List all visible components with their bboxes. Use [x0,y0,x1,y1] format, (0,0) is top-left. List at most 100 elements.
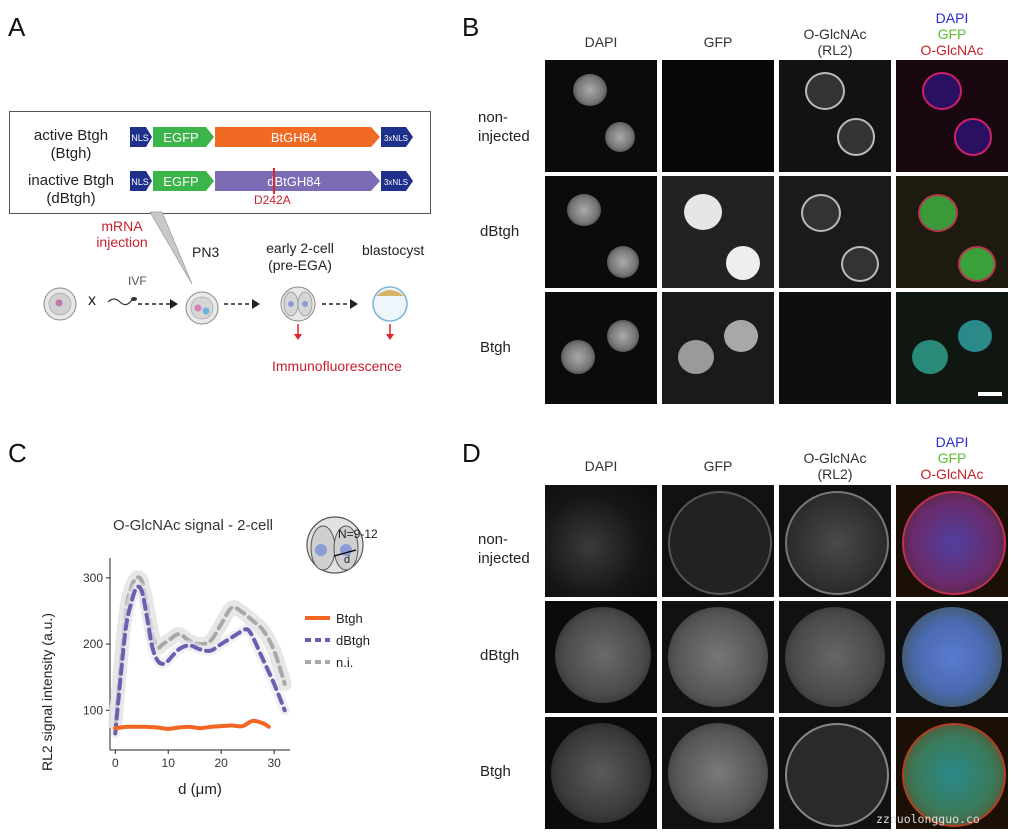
d-image-btgh-gfp [662,717,774,829]
series-line-btgh [113,718,271,731]
nls-left-arrow-2 [130,171,152,191]
b-col-gfp-text: GFP [703,34,733,50]
inset-two-cell-icon [306,516,364,574]
injection-line2: injection [96,234,148,250]
egfp-text: EGFP [163,130,198,145]
enzyme-active-arrow [215,127,380,147]
construct-inactive-diagram: NLS EGFP dBtGH84 3xNLS [130,168,413,194]
oocyte-icon [43,287,77,321]
chart-y-tick-label: 300 [83,571,103,585]
b-row-noninjected-line2: injected [478,128,530,145]
chart-inset-label: d [344,554,350,566]
construct-active-name: active Btgh (Btgh) [16,127,126,163]
d-image-btgh-oglcnac [779,717,891,829]
chart-annotation: N=9-12 [338,527,378,541]
d-image-dbtgh-oglcnac [779,601,891,713]
legend-label: n.i. [336,655,353,670]
watermark: zznuolongguo.co [876,812,980,826]
chart-x-tick-label: 20 [214,756,228,770]
b-col-oglcnac: O-GlcNAc (RL2) [779,26,891,58]
blastocyst-icon [372,286,408,322]
b-image-btgh-merge [896,292,1008,404]
d-merge-oglcnac: O-GlcNAc [920,466,984,482]
chart-xlabel: d (μm) [178,781,222,798]
b-merge-oglcnac: O-GlcNAc [920,42,984,58]
chart-c: O-GlcNAc signal - 2-cell RL2 signal inte… [39,516,378,798]
injection-needle [149,211,193,285]
nls-left-text: NLS [131,133,149,143]
early-2cell-label: early 2-cell (pre-EGA) [250,240,350,274]
d-row-btgh: Btgh [480,763,511,780]
chart-ylabel: RL2 signal intensity (a.u.) [39,613,55,771]
early-line1: early 2-cell [266,240,334,256]
d-col-dapi-text: DAPI [584,458,618,474]
chart-title: O-GlcNAc signal - 2-cell [113,517,273,534]
b-scale-bar [978,392,1002,396]
zygote-icon [185,291,219,325]
legend-label: dBtgh [336,633,370,648]
b-merge-dapi: DAPI [935,10,969,26]
d-image-noninjected-dapi [545,485,657,597]
d-merge-gfp: GFP [937,450,967,466]
b-image-noninjected-oglcnac [779,60,891,172]
arrow-2cell-icon [224,299,260,309]
b-image-dbtgh-merge [896,176,1008,288]
d-merge-dapi: DAPI [935,434,969,450]
chart-y-tick-label: 100 [83,703,103,717]
nls-right-text-2: 3xNLS [384,178,408,187]
b-image-btgh-dapi [545,292,657,404]
injection-label: mRNA injection [82,218,162,250]
pn3-label: PN3 [192,244,220,260]
d-image-noninjected-oglcnac [779,485,891,597]
nls-left-text-2: NLS [131,177,149,187]
immunofluorescence-label: Immunofluorescence [272,358,402,374]
b-row-dbtgh: dBtgh [480,223,520,240]
d-image-dbtgh-merge [896,601,1008,713]
b-image-btgh-oglcnac [779,292,891,404]
panel-letter-a: A [8,12,26,42]
b-col-oglcnac-line2: (RL2) [817,42,853,58]
d-col-dapi: DAPI [545,458,657,474]
b-col-oglcnac-line1: O-GlcNAc [803,26,867,42]
construct-inactive-name-line2: (dBtgh) [46,190,96,207]
chart-x-tick-label: 30 [267,756,281,770]
b-row-noninjected: non- injected [478,108,530,146]
legend-label: Btgh [336,611,363,626]
d-col-merge: DAPI GFP O-GlcNAc [896,434,1008,482]
egfp-arrow-2 [153,171,214,191]
d-col-oglcnac: O-GlcNAc (RL2) [779,450,891,482]
b-col-dapi: DAPI [545,34,657,50]
arrow-blastocyst-icon [322,299,358,309]
b-image-noninjected-gfp [662,60,774,172]
two-cell-icon [280,286,316,322]
b-col-gfp: GFP [662,34,774,50]
d-col-oglcnac-line2: (RL2) [817,466,853,482]
construct-inactive-name-line1: inactive Btgh [28,172,114,189]
nls-left-arrow [130,127,152,147]
injection-line1: mRNA [101,218,143,234]
construct-active-diagram: NLS EGFP BtGH84 3xNLS [130,127,413,147]
d-image-noninjected-merge [896,485,1008,597]
d-image-dbtgh-dapi [545,601,657,713]
panel-letter-d: D [462,438,481,468]
d-row-dbtgh: dBtgh [480,647,520,664]
egfp-text-2: EGFP [163,174,198,189]
chart-x-tick-label: 0 [112,756,119,770]
b-image-dbtgh-dapi [545,176,657,288]
mutation-label: D242A [254,193,291,207]
b-image-dbtgh-gfp [662,176,774,288]
cross-symbol: x [88,292,96,309]
b-merge-gfp: GFP [937,26,967,42]
ivf-label: IVF [128,274,147,288]
d-col-gfp: GFP [662,458,774,474]
workflow-diagram [43,286,408,340]
egfp-arrow [153,127,214,147]
construct-active-name-line1: active Btgh [33,127,109,144]
b-row-btgh: Btgh [480,339,511,356]
panel-letter-c: C [8,438,27,468]
nls-right-arrow [381,127,413,147]
enzyme-inactive-arrow [215,171,380,191]
series-line-ni [113,575,287,726]
enzyme-active-text: BtGH84 [271,130,317,145]
blastocyst-label: blastocyst [362,242,425,258]
